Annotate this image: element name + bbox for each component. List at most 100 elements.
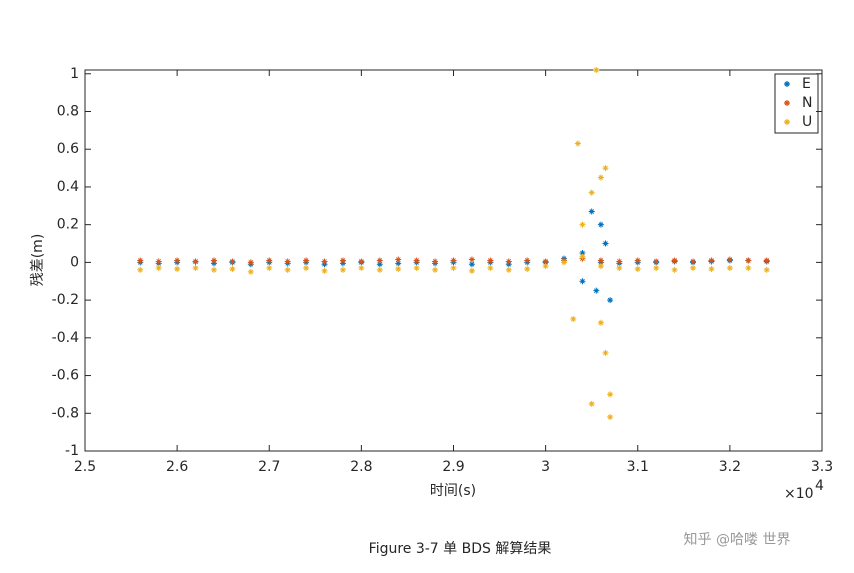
point bbox=[192, 258, 199, 265]
y-tick-label: 0.8 bbox=[57, 103, 79, 119]
point bbox=[579, 221, 586, 228]
y-tick-label: -0.8 bbox=[52, 405, 79, 421]
y-tick-label: 0.2 bbox=[57, 217, 79, 233]
point bbox=[597, 263, 604, 270]
x-multiplier: ×10 bbox=[784, 486, 814, 502]
point bbox=[574, 140, 581, 147]
point bbox=[524, 257, 531, 264]
y-tick-label: 1 bbox=[70, 66, 79, 82]
point bbox=[593, 287, 600, 294]
point bbox=[607, 414, 614, 421]
point bbox=[339, 266, 346, 273]
point bbox=[634, 257, 641, 264]
point bbox=[210, 266, 217, 273]
point bbox=[303, 265, 310, 272]
watermark: 知乎 @哈喽 世界 bbox=[684, 531, 791, 548]
point bbox=[487, 265, 494, 272]
point bbox=[607, 391, 614, 398]
point bbox=[708, 265, 715, 272]
point bbox=[229, 258, 236, 265]
point bbox=[602, 349, 609, 356]
point bbox=[376, 266, 383, 273]
point bbox=[210, 257, 217, 264]
y-tick-label: -1 bbox=[65, 443, 79, 459]
point bbox=[542, 263, 549, 270]
point bbox=[192, 265, 199, 272]
point bbox=[450, 265, 457, 272]
point bbox=[588, 189, 595, 196]
point bbox=[745, 265, 752, 272]
point bbox=[745, 257, 752, 264]
point bbox=[413, 265, 420, 272]
y-tick-label: -0.4 bbox=[52, 330, 79, 346]
x-axis-label: 时间(s) bbox=[430, 483, 476, 499]
x-multiplier-exponent: 4 bbox=[815, 478, 824, 494]
point bbox=[450, 257, 457, 264]
point bbox=[602, 240, 609, 247]
caption: Figure 3-7 单 BDS 解算结果 bbox=[369, 541, 552, 557]
point bbox=[561, 259, 568, 266]
point bbox=[376, 257, 383, 264]
point bbox=[468, 256, 475, 263]
point bbox=[247, 259, 254, 266]
point bbox=[588, 208, 595, 215]
point bbox=[284, 266, 291, 273]
point bbox=[137, 266, 144, 273]
legend-label: N bbox=[802, 95, 812, 111]
point bbox=[321, 267, 328, 274]
x-tick-label: 2.7 bbox=[258, 459, 280, 475]
legend: ENU bbox=[774, 73, 819, 134]
point bbox=[339, 257, 346, 264]
point bbox=[505, 258, 512, 265]
point bbox=[579, 253, 586, 260]
point bbox=[570, 315, 577, 322]
point bbox=[763, 266, 770, 273]
point bbox=[358, 265, 365, 272]
point bbox=[726, 256, 733, 263]
x-tick-label: 3.3 bbox=[811, 459, 833, 475]
point bbox=[174, 265, 181, 272]
point bbox=[597, 319, 604, 326]
x-tick-label: 2.6 bbox=[166, 459, 188, 475]
point bbox=[634, 265, 641, 272]
x-tick-label: 2.9 bbox=[442, 459, 464, 475]
point bbox=[358, 258, 365, 265]
point bbox=[616, 265, 623, 272]
x-tick-label: 3 bbox=[541, 459, 550, 475]
y-tick-label: -0.2 bbox=[52, 292, 79, 308]
legend-marker bbox=[784, 81, 790, 87]
y-tick-label: -0.6 bbox=[52, 368, 79, 384]
point bbox=[395, 265, 402, 272]
point bbox=[690, 258, 697, 265]
legend-marker bbox=[784, 100, 790, 106]
point bbox=[468, 261, 475, 268]
point bbox=[303, 257, 310, 264]
point bbox=[505, 266, 512, 273]
legend-marker bbox=[784, 119, 790, 125]
y-tick-label: 0.6 bbox=[57, 141, 79, 157]
point bbox=[266, 257, 273, 264]
point bbox=[671, 257, 678, 264]
point bbox=[524, 265, 531, 272]
point bbox=[593, 67, 600, 73]
point bbox=[395, 260, 402, 267]
point bbox=[671, 266, 678, 273]
point bbox=[432, 266, 439, 273]
x-tick-label: 3.2 bbox=[719, 459, 741, 475]
point bbox=[616, 258, 623, 265]
y-tick-label: 0.4 bbox=[57, 179, 79, 195]
point bbox=[763, 257, 770, 264]
point bbox=[155, 265, 162, 272]
point bbox=[137, 257, 144, 264]
point bbox=[395, 256, 402, 263]
point bbox=[468, 267, 475, 274]
point bbox=[487, 257, 494, 264]
point bbox=[597, 257, 604, 264]
x-tick-label: 2.8 bbox=[350, 459, 372, 475]
point bbox=[542, 258, 549, 265]
x-tick-label: 3.1 bbox=[627, 459, 649, 475]
point bbox=[708, 257, 715, 264]
marks bbox=[137, 67, 770, 421]
y-tick-label: 0 bbox=[70, 254, 79, 270]
